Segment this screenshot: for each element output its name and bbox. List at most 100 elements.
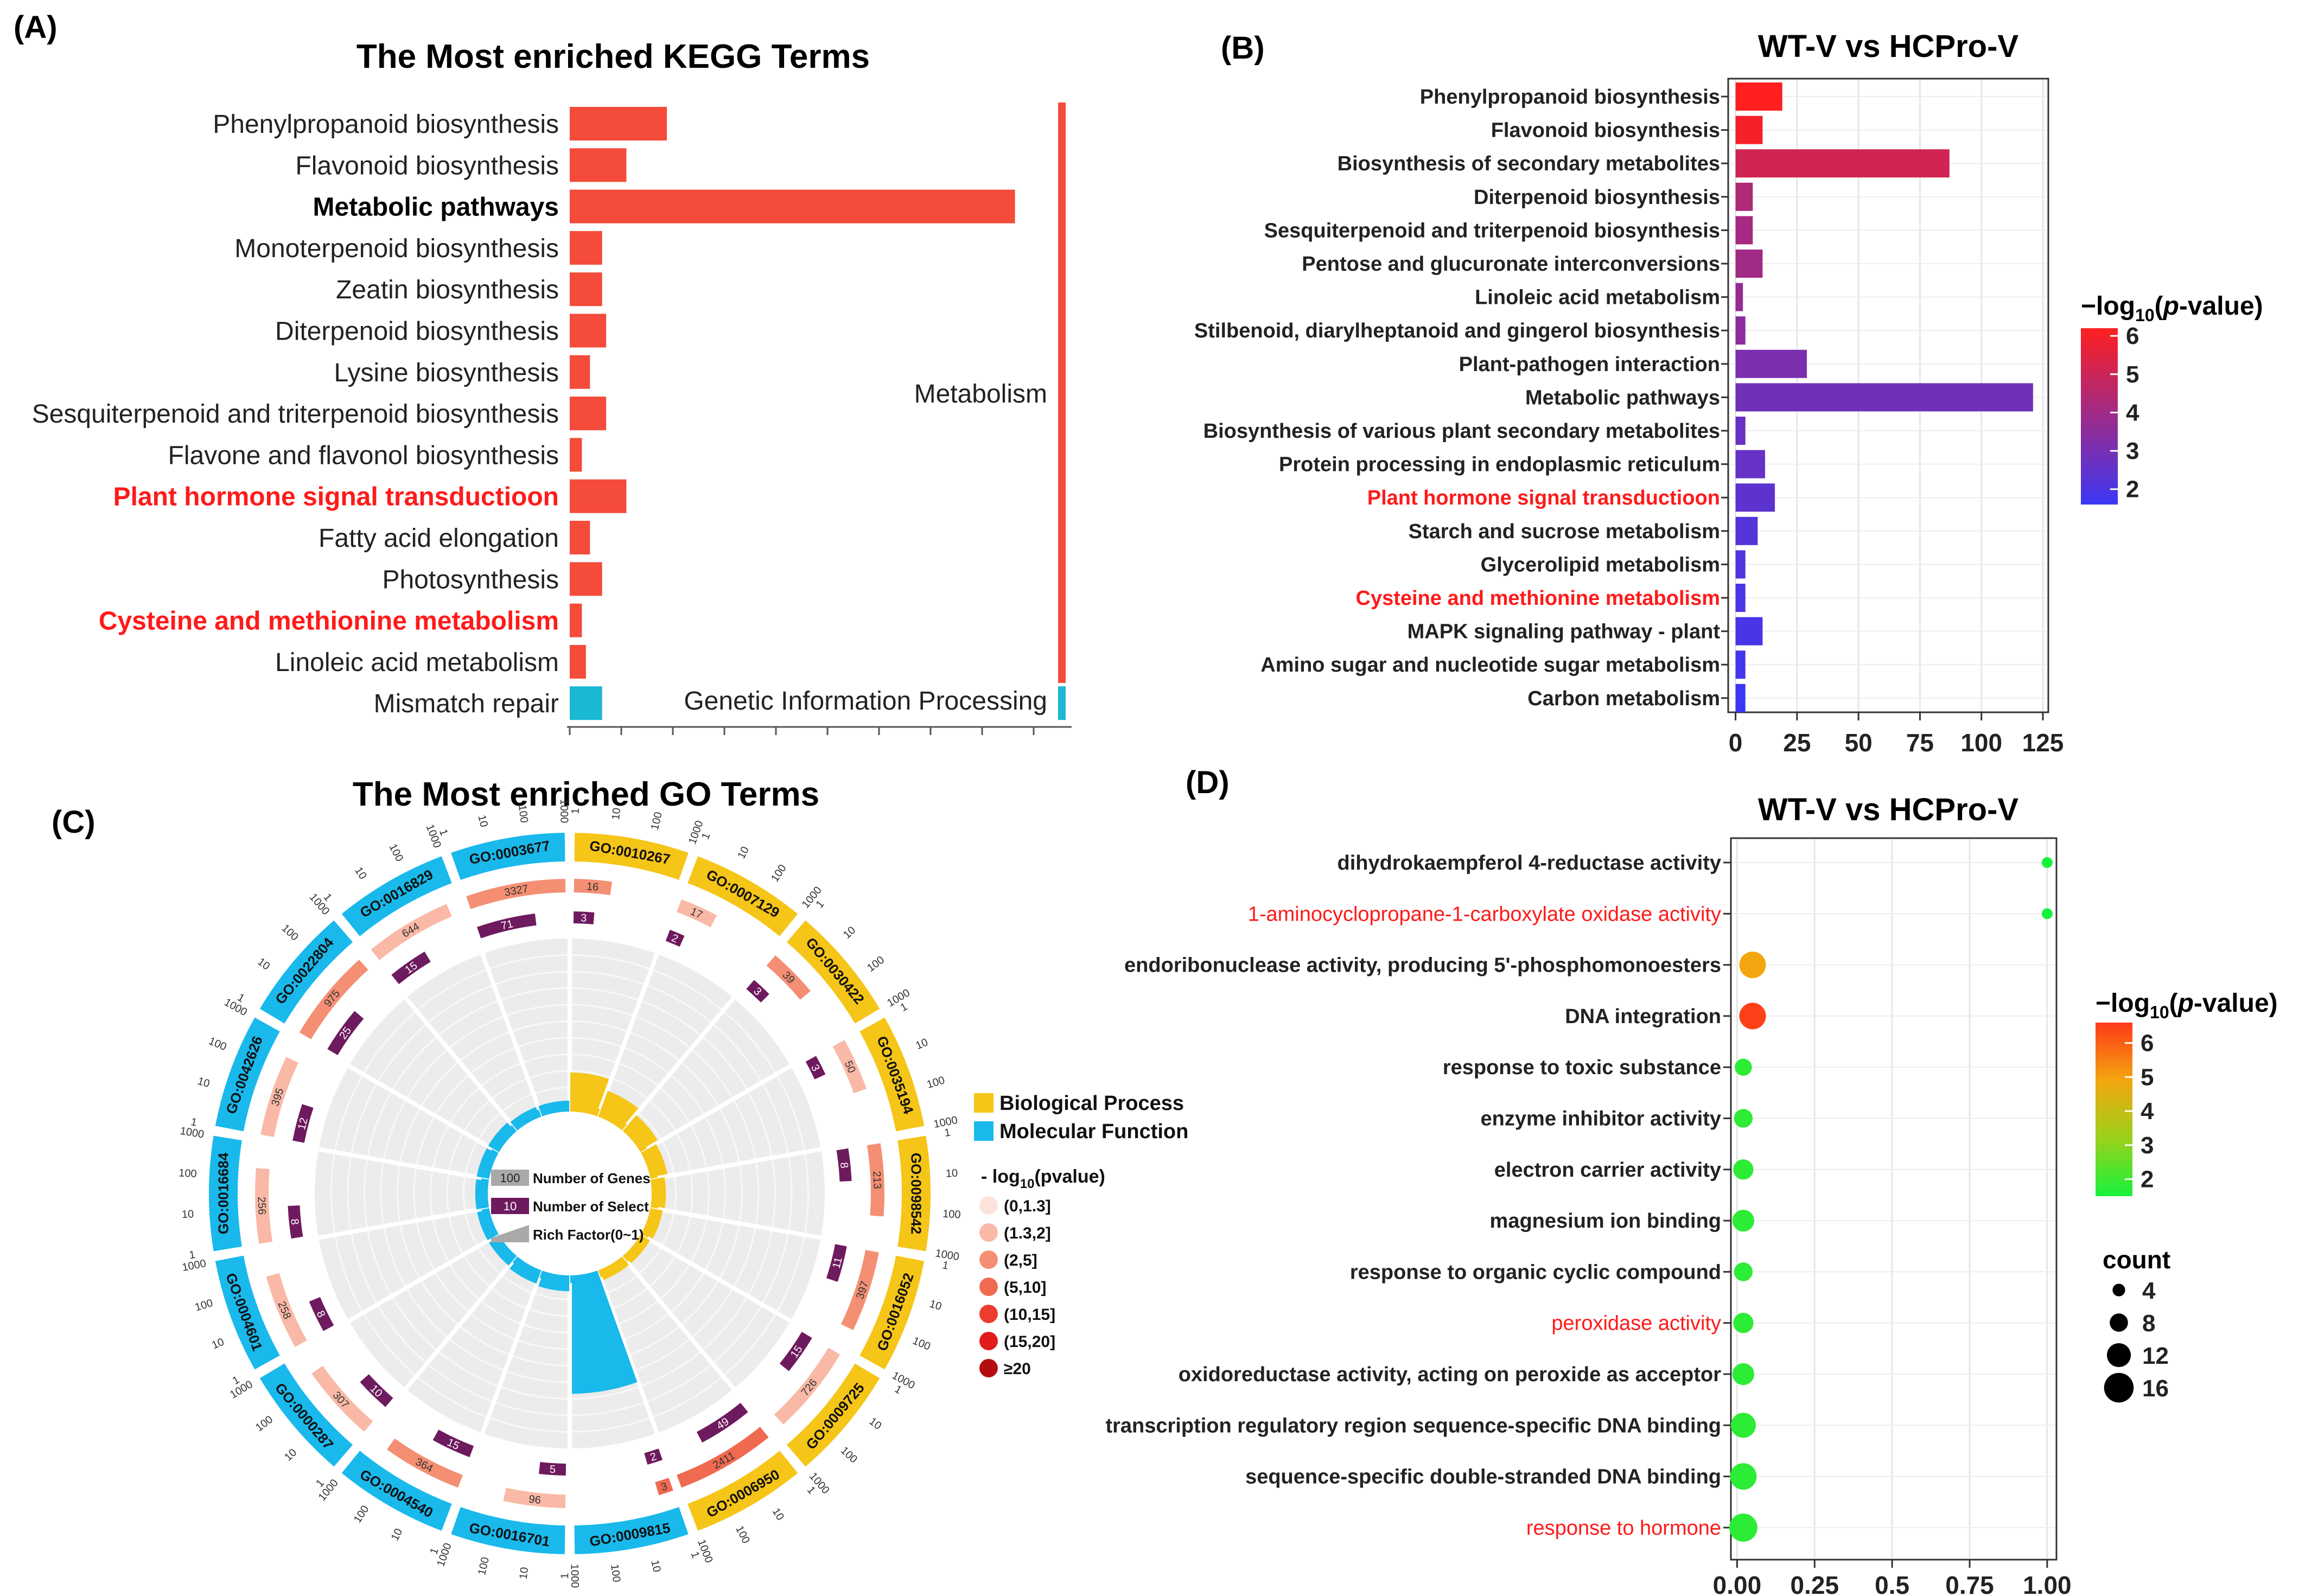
- chart-c-select-label: 12: [296, 1116, 310, 1131]
- chart-c-sector-divider: [657, 1206, 821, 1240]
- chart-c-sector-divider: [347, 1064, 494, 1151]
- chart-c-rich-wedge: [598, 1256, 629, 1281]
- chart-c-pvalue-swatch: [979, 1278, 998, 1296]
- chart-c-select-bar: [309, 1297, 334, 1331]
- chart-b-y-label: Cysteine and methionine metabolism: [1356, 587, 1720, 610]
- chart-a-bar: [570, 231, 602, 265]
- chart-a-y-label: Phenylpropanoid biosynthesis: [213, 110, 559, 139]
- chart-b-legend-tick-label: 6: [2126, 323, 2139, 349]
- chart-a-bar: [570, 521, 590, 554]
- chart-a-group-band-metabolism: [1058, 103, 1066, 683]
- chart-c-term-segment: [574, 1506, 689, 1554]
- chart-d-y-label: 1-aminocyclopropane-1-carboxylate oxidas…: [1248, 903, 1721, 925]
- chart-b-bar: [1735, 450, 1765, 478]
- chart-b-bar: [1735, 684, 1746, 712]
- chart-a-group-label-metabolism: Metabolism: [914, 380, 1047, 408]
- chart-d-y-label: magnesium ion binding: [1490, 1210, 1721, 1233]
- chart-a-y-label: Metabolic pathways: [313, 193, 559, 222]
- chart-c-genes-bar: [260, 1057, 299, 1138]
- kegg-bar-chart-a: The Most enriched KEGG Terms Phenylpropa…: [32, 38, 1072, 735]
- chart-c-rich-wedge: [476, 1208, 499, 1241]
- chart-c-term-segment: [451, 1506, 565, 1554]
- chart-d-point: [1730, 1463, 1757, 1490]
- chart-c-term-segment: [259, 920, 353, 1024]
- chart-b-bar: [1735, 182, 1753, 211]
- chart-c-scale-tick: 100: [911, 1335, 932, 1352]
- chart-a-y-label: Flavone and flavonol biosynthesis: [168, 441, 559, 470]
- chart-a-bar: [570, 438, 582, 472]
- chart-b-legend-title: −log10(p-value): [2081, 292, 2263, 325]
- chart-c-select-bar: [327, 1011, 364, 1056]
- chart-d-y-label: oxidoreductase activity, acting on perox…: [1179, 1363, 1721, 1386]
- chart-c-scale-tick: 1: [689, 1550, 702, 1560]
- chart-b-bar: [1735, 316, 1746, 345]
- chart-a-y-label: Sesquiterpenoid and triterpenoid biosynt…: [32, 400, 559, 429]
- chart-c-scale-tick: 10: [914, 1036, 929, 1052]
- chart-b-y-label: Linoleic acid metabolism: [1475, 286, 1720, 309]
- chart-c-scale-tick: 1: [188, 1249, 196, 1261]
- chart-c-category-swatch: [974, 1121, 994, 1141]
- chart-c-genes-label: 213: [870, 1171, 883, 1189]
- chart-b-x-tick-label: 25: [1783, 729, 1811, 757]
- chart-c-select-bar: [360, 1374, 393, 1407]
- chart-c-genes-bar: [266, 1273, 307, 1347]
- chart-d-size-swatch: [2104, 1372, 2134, 1403]
- chart-b-legend-tick-label: 4: [2126, 399, 2139, 426]
- chart-d-legend-tick-label: 6: [2141, 1030, 2154, 1057]
- chart-b-x-tick-label: 50: [1845, 729, 1873, 757]
- chart-c-rich-wedge: [488, 1121, 517, 1152]
- chart-b-y-label: Plant hormone signal transductioon: [1367, 487, 1720, 509]
- chart-a-bar: [570, 107, 667, 141]
- chart-a-y-label: Cysteine and methionine metabolism: [99, 607, 559, 636]
- chart-c-scale-tick: 100: [942, 1208, 961, 1221]
- chart-c-rich-wedge: [488, 1235, 517, 1266]
- chart-d-x-tick-label: 0.00: [1713, 1571, 1762, 1596]
- chart-c-genes-bar: [386, 1438, 463, 1488]
- panel-label-d: (D): [1186, 765, 1230, 800]
- chart-a-y-label: Linoleic acid metabolism: [275, 648, 559, 677]
- chart-b-x-tick-label: 125: [2022, 729, 2064, 757]
- chart-d-legend-colorbar: [2096, 1023, 2132, 1196]
- chart-b-y-label: Phenylpropanoid biosynthesis: [1420, 86, 1720, 108]
- chart-b-x-tick-label: 0: [1729, 729, 1743, 757]
- chart-a-y-label: Flavonoid biosynthesis: [295, 151, 559, 180]
- chart-c-term-segment: [259, 1363, 353, 1467]
- chart-c-sector-divider: [404, 997, 514, 1127]
- chart-c-scale-tick: 100: [207, 1035, 228, 1053]
- chart-c-rich-wedge: [622, 1115, 659, 1152]
- chart-c-legend-rich-label: Rich Factor(0~1): [533, 1227, 644, 1243]
- chart-c-term-segment: [574, 833, 689, 880]
- chart-c-rich-wedge: [622, 1235, 650, 1265]
- chart-c-term-id: GO:0098542: [908, 1153, 925, 1234]
- chart-a-bar: [570, 314, 607, 348]
- chart-c-legend-genes-swatch: [491, 1170, 529, 1186]
- chart-c-pvalue-swatch: [979, 1332, 998, 1350]
- chart-c-scale-tick: 1: [893, 1383, 904, 1397]
- chart-b-bar: [1735, 349, 1807, 378]
- chart-d-legend-tick-label: 2: [2141, 1166, 2154, 1193]
- chart-c-select-bar: [292, 1104, 314, 1143]
- chart-d-x-tick-label: 0.75: [1945, 1571, 1994, 1596]
- chart-d-y-label: enzyme inhibitor activity: [1481, 1108, 1721, 1131]
- chart-b-x-tick-label: 100: [1960, 729, 2002, 757]
- chart-d-y-label: DNA integration: [1565, 1005, 1721, 1028]
- chart-d-size-label: 12: [2142, 1343, 2169, 1369]
- chart-c-category-label: Molecular Function: [999, 1120, 1188, 1143]
- chart-c-term-segment: [687, 856, 798, 936]
- chart-b-bar: [1735, 650, 1746, 679]
- chart-c-term-segment: [687, 1451, 798, 1531]
- chart-c-category-swatch: [974, 1093, 994, 1113]
- chart-c-sector-divider: [646, 1064, 792, 1151]
- chart-d-y-label: dihydrokaempferol 4-reductase activity: [1338, 852, 1721, 874]
- chart-b-bar: [1735, 584, 1746, 612]
- chart-b-y-label: MAPK signaling pathway - plant: [1408, 621, 1721, 643]
- chart-b-y-label: Carbon metabolism: [1527, 687, 1720, 710]
- chart-c-scale-tick: 1000: [222, 996, 249, 1018]
- chart-a-bar: [570, 644, 586, 679]
- chart-c-pvalue-label: (2,5]: [1004, 1252, 1037, 1269]
- chart-a-bar: [570, 148, 627, 182]
- chart-c-legend-genes-label: Number of Genes: [533, 1170, 651, 1186]
- chart-c-select-bar: [573, 911, 595, 924]
- chart-d-legend-tick-label: 5: [2141, 1064, 2154, 1090]
